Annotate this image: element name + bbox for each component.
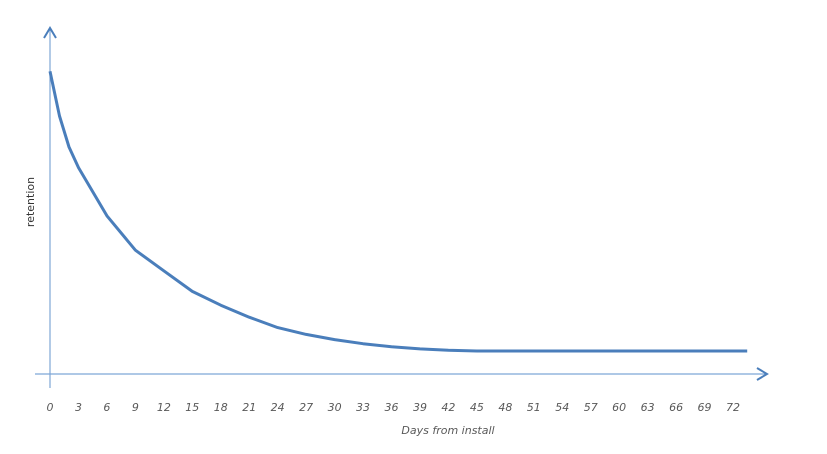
x-tick-label: 48: [498, 401, 512, 414]
x-tick-label: 6: [103, 401, 110, 414]
x-tick-label: 39: [413, 401, 427, 414]
x-tick-label: 51: [527, 401, 541, 414]
x-tick-label: 54: [555, 401, 569, 414]
x-tick-label: 27: [299, 401, 313, 414]
x-tick-label: 0: [47, 401, 54, 414]
x-tick-label: 30: [328, 401, 342, 414]
x-tick-label: 21: [242, 401, 256, 414]
x-tick-label: 18: [214, 401, 228, 414]
x-tick-label: 66: [669, 401, 683, 414]
x-tick-label: 36: [385, 401, 399, 414]
x-tick-label: 9: [132, 401, 139, 414]
x-tick-label: 33: [356, 401, 370, 414]
x-tick-label: 12: [157, 401, 171, 414]
line: [48, 70, 748, 353]
y-axis-label: retention: [24, 177, 37, 227]
x-tick-label: 45: [470, 401, 484, 414]
x-axis-label: Days from install: [401, 424, 494, 437]
x-tick-label: 24: [271, 401, 285, 414]
x-tick-label: 15: [185, 401, 199, 414]
x-tick-label: 60: [612, 401, 626, 414]
x-tick-label: 42: [441, 401, 455, 414]
x-axis-arrow: [756, 367, 769, 381]
x-tick-label: 57: [584, 401, 598, 414]
x-tick-label: 63: [641, 401, 655, 414]
x-tick-label: 72: [726, 401, 740, 414]
y-axis-arrow: [43, 26, 57, 39]
x-tick-label: 69: [698, 401, 712, 414]
x-tick-label: 3: [75, 401, 82, 414]
